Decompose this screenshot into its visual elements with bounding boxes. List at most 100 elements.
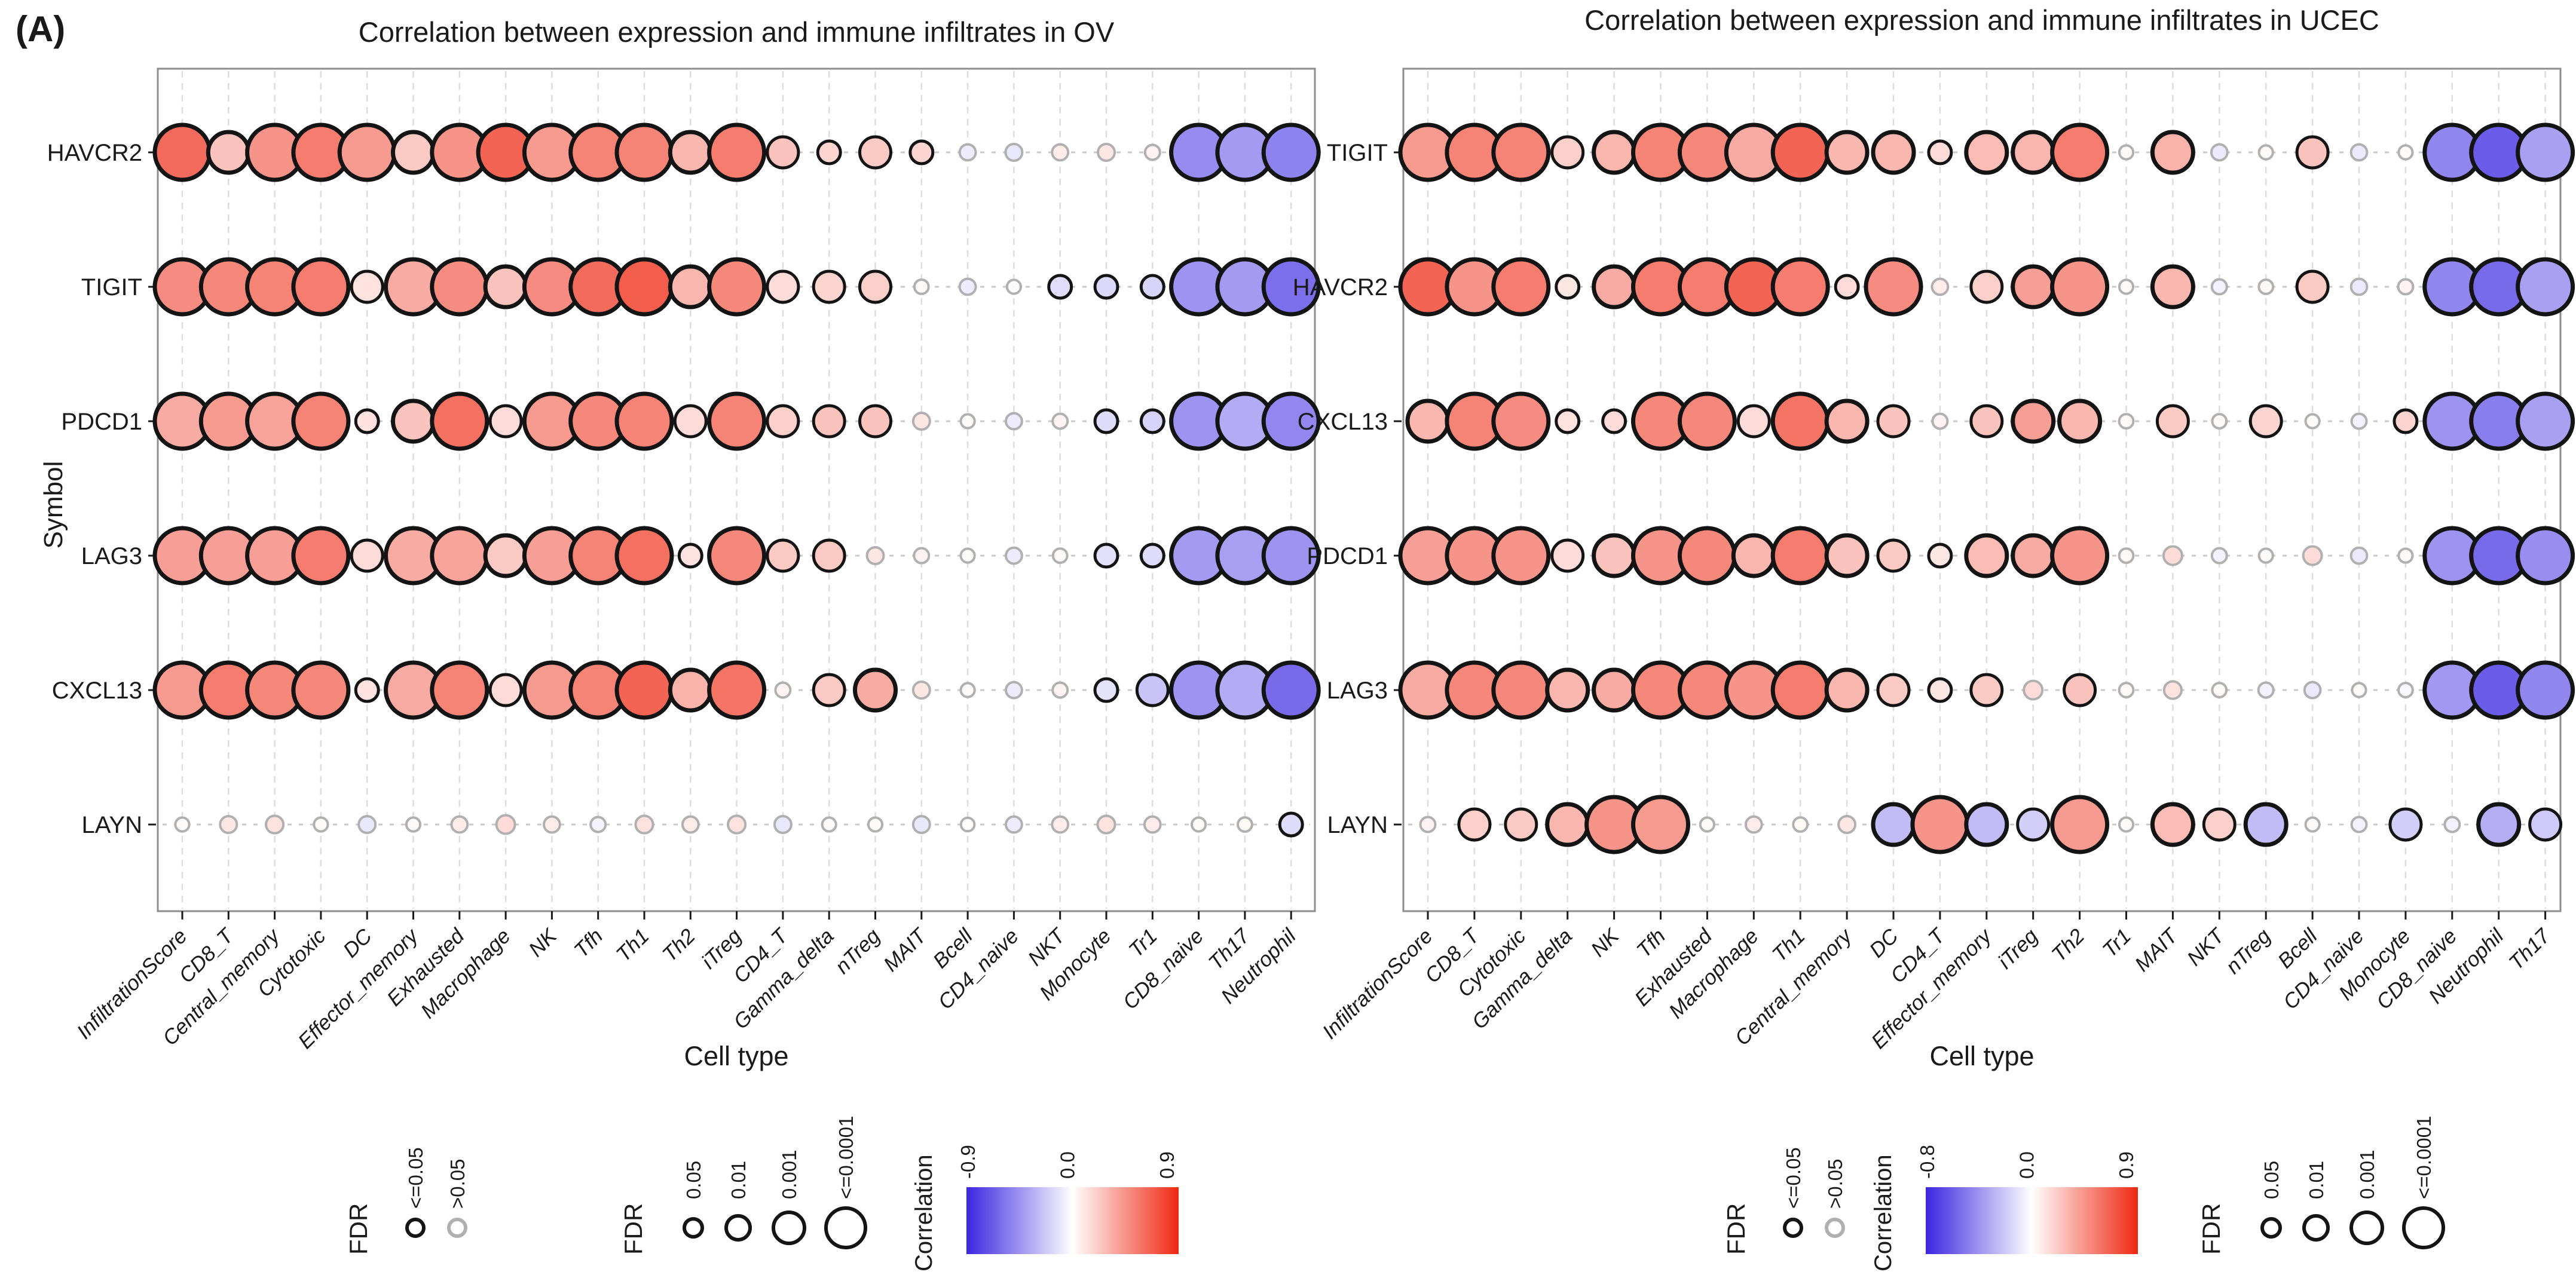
legend-fdr-size-label: <=0.0001 xyxy=(835,1116,857,1199)
bubble xyxy=(350,538,384,573)
bubble xyxy=(1927,139,1953,166)
bubble xyxy=(1592,264,1637,309)
bubble xyxy=(2516,660,2575,720)
bubble xyxy=(2011,399,2056,444)
bubble xyxy=(2011,264,2056,309)
x-tick-label: Th1 xyxy=(611,924,653,966)
bubble xyxy=(1601,408,1627,434)
bubble xyxy=(1005,546,1023,565)
bubble xyxy=(1093,543,1119,569)
bubble xyxy=(1969,404,2004,439)
bubble xyxy=(1699,816,1715,833)
bubble xyxy=(913,547,931,565)
bubble xyxy=(2118,682,2135,698)
bubble xyxy=(483,533,528,578)
bubble xyxy=(1824,399,1870,444)
bubble xyxy=(1191,816,1207,833)
bubble xyxy=(2528,807,2563,842)
bubble xyxy=(2349,277,2369,296)
legend-fdr-significance-circle xyxy=(405,1218,426,1238)
bubble xyxy=(1097,143,1116,162)
bubble xyxy=(2118,144,2135,161)
legend-title-fdr-significance: FDR xyxy=(344,1203,372,1255)
x-tick-label: InfiltrationScore xyxy=(1318,924,1437,1044)
bubble xyxy=(2443,816,2461,833)
bubble xyxy=(2211,682,2228,698)
legend-fdr-significance-circle xyxy=(447,1218,467,1238)
bubble xyxy=(766,269,800,304)
x-tick-label: iTreg xyxy=(1993,924,2043,974)
bubble xyxy=(2050,795,2110,854)
bubble xyxy=(707,660,767,720)
bubble xyxy=(1834,274,1860,300)
bubble xyxy=(2011,533,2056,578)
bubble xyxy=(1931,277,1950,296)
bubble xyxy=(2063,673,2097,707)
bubble xyxy=(2210,278,2228,296)
bubble xyxy=(911,815,931,834)
bubble xyxy=(1545,667,1590,713)
bubble xyxy=(1871,802,1916,847)
legend-fdr-size-circle xyxy=(824,1206,867,1249)
bubble xyxy=(2050,122,2110,182)
bubble xyxy=(1051,547,1069,564)
bubble xyxy=(2388,807,2423,842)
bubble xyxy=(1555,274,1581,300)
plot-title-ov: Correlation between expression and immun… xyxy=(358,16,1115,48)
bubble xyxy=(707,526,767,586)
bubble xyxy=(1792,816,1809,833)
x-tick-label: Th2 xyxy=(658,924,700,966)
bubble xyxy=(2295,135,2330,170)
bubble xyxy=(1093,408,1119,434)
bubble xyxy=(634,814,654,835)
x-tick-label: nTreg xyxy=(2221,924,2275,979)
legend-correlation-label: 0.0 xyxy=(2016,1151,2038,1179)
bubble xyxy=(2516,122,2575,182)
bubble xyxy=(2210,547,2228,565)
bubble xyxy=(959,816,976,833)
bubble xyxy=(1005,681,1023,700)
bubble xyxy=(1824,533,1870,578)
bubble xyxy=(727,814,747,835)
x-tick-label: NK xyxy=(1586,924,1624,961)
bubble xyxy=(1871,130,1916,175)
legend-title-fdr-size: FDR xyxy=(619,1203,647,1255)
bubble xyxy=(1927,543,1953,569)
bubble xyxy=(1770,122,1830,182)
bubble xyxy=(2118,278,2135,295)
legend-title-correlation: Correlation xyxy=(1870,1154,1896,1271)
x-tick-label: MAIT xyxy=(879,923,932,976)
bubble xyxy=(1731,533,1776,578)
bubble xyxy=(2011,130,2056,175)
legend-fdr-size-label: 0.001 xyxy=(2356,1150,2378,1199)
bubble xyxy=(483,264,528,309)
bubble xyxy=(1261,257,1321,317)
figure-label: (A) xyxy=(16,9,66,49)
bubble xyxy=(1631,795,1690,854)
bubble xyxy=(2257,547,2274,564)
bubble xyxy=(812,404,846,439)
bubble xyxy=(1550,538,1585,573)
bubble xyxy=(291,257,351,317)
bubble xyxy=(495,814,516,835)
bubble xyxy=(2516,391,2575,451)
legend-fdr-size-label: 0.01 xyxy=(727,1161,749,1199)
bubble xyxy=(1824,130,1870,175)
bubble xyxy=(668,130,713,175)
legend-fdr-significance-label: <=0.05 xyxy=(405,1147,427,1209)
bubble xyxy=(2210,143,2229,162)
bubble xyxy=(1096,814,1116,835)
bubble xyxy=(1927,677,1953,703)
bubble xyxy=(2516,526,2575,586)
bubble xyxy=(2150,802,2195,847)
bubble xyxy=(2351,682,2367,698)
bubble xyxy=(853,667,898,713)
legend-title-fdr-significance: FDR xyxy=(1722,1203,1750,1255)
y-tick-label: CXCL13 xyxy=(1298,409,1388,435)
legend-correlation-bar xyxy=(966,1187,1179,1254)
panel-1: InfiltrationScoreCD8_TCytotoxicGamma_del… xyxy=(1293,68,2575,1271)
y-tick-label: PDCD1 xyxy=(1307,543,1388,569)
bubble xyxy=(1744,815,1763,834)
legend-fdr-significance-label: <=0.05 xyxy=(1782,1147,1804,1209)
bubble xyxy=(354,408,380,434)
